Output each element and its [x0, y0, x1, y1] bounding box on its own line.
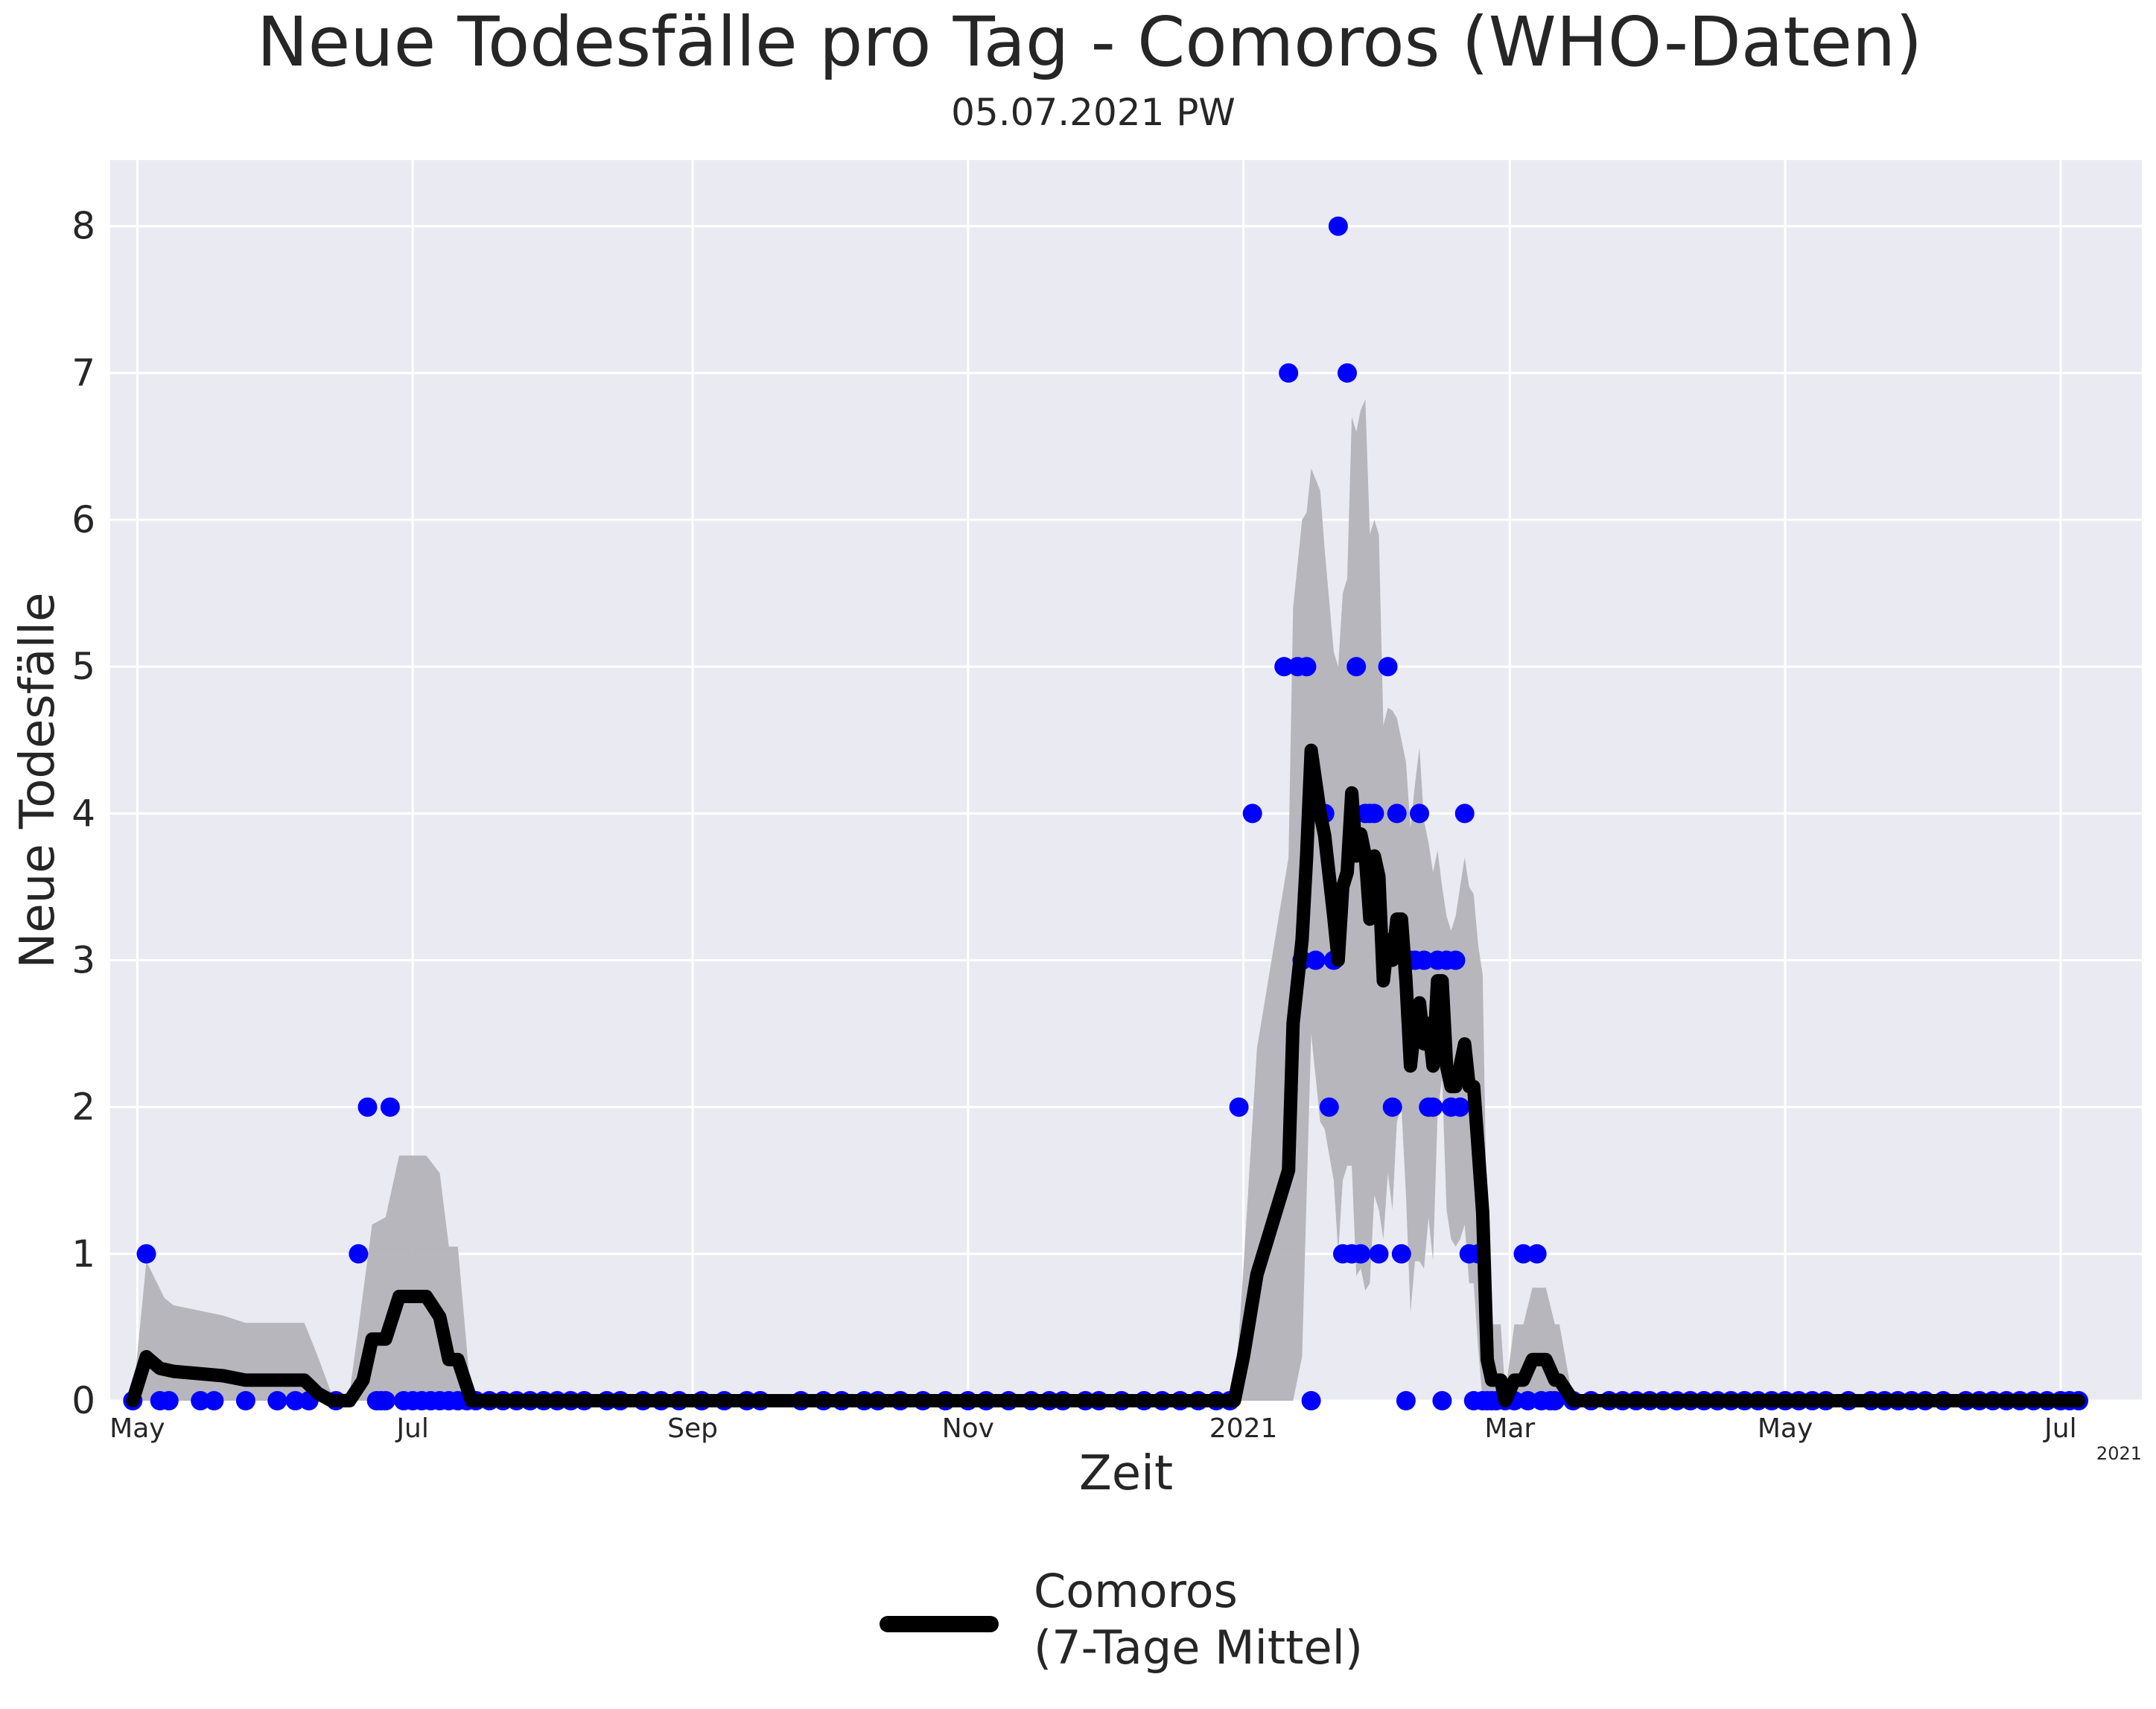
y-tick-label: 6 [71, 498, 95, 541]
x-tick-label: 2021 [1209, 1413, 1278, 1444]
daily-point [1301, 1391, 1321, 1410]
x-tick-label: Sep [667, 1413, 718, 1444]
x-tick-label: Mar [1484, 1413, 1535, 1444]
y-tick-label: 5 [71, 645, 95, 688]
daily-point [1242, 803, 1262, 824]
daily-point [1369, 1244, 1389, 1264]
plot-area [110, 160, 2142, 1401]
seven-day-mean-line-layer [126, 743, 2086, 1407]
y-axis-label: Neue Todesfälle [10, 593, 66, 969]
daily-point [267, 1391, 287, 1410]
daily-point [1545, 1391, 1565, 1410]
daily-point [357, 1097, 378, 1117]
seven-day-mean-line [126, 743, 2086, 1407]
daily-point [136, 1244, 156, 1264]
x-tick-label: Jul [395, 1413, 428, 1444]
daily-point [1527, 1244, 1547, 1264]
daily-point [1378, 657, 1398, 677]
y-tick-label: 8 [71, 205, 95, 248]
legend-label: Comoros (7-Tage Mittel) [1034, 1564, 1363, 1675]
y-tick-label: 3 [71, 939, 95, 982]
daily-point [1306, 950, 1326, 970]
daily-point [375, 1391, 395, 1410]
daily-point [1518, 1391, 1538, 1410]
x-axis-ticks: May Jul Sep Nov 2021 Mar May Jul [109, 1413, 2076, 1444]
daily-point [1274, 657, 1294, 677]
y-tick-label: 1 [71, 1232, 95, 1276]
y-axis-ticks: 0 1 2 3 4 5 6 7 8 [71, 205, 95, 1422]
daily-point [1338, 363, 1357, 383]
daily-point [1229, 1097, 1249, 1117]
x-tick-label: May [1758, 1413, 1813, 1444]
x-tick-label: Nov [942, 1413, 994, 1444]
daily-point [1346, 657, 1367, 677]
legend-label-line: Comoros [1034, 1564, 1238, 1618]
daily-point [380, 1097, 400, 1117]
x-axis-label: Zeit [1079, 1446, 1173, 1501]
legend-label-line: (7-Tage Mittel) [1034, 1620, 1363, 1675]
x-axis-offset-label: 2021 [2096, 1443, 2142, 1464]
daily-point [1297, 657, 1317, 677]
daily-point [1450, 1097, 1470, 1117]
daily-point [349, 1244, 369, 1264]
daily-point [1423, 1097, 1443, 1117]
grid [110, 160, 2142, 1402]
daily-point [1391, 1244, 1411, 1264]
chart-subtitle: 05.07.2021 PW [951, 91, 1236, 134]
daily-point [1513, 1244, 1533, 1264]
y-tick-label: 4 [71, 792, 95, 835]
x-tick-label: May [109, 1413, 165, 1444]
daily-point [1351, 1244, 1371, 1264]
daily-point [204, 1391, 224, 1410]
daily-point [1382, 1097, 1402, 1117]
y-tick-label: 2 [71, 1086, 95, 1129]
daily-point [1319, 1097, 1339, 1117]
daily-point [191, 1391, 211, 1410]
daily-point [1387, 803, 1407, 824]
y-tick-label: 7 [71, 351, 95, 395]
daily-point [1432, 1391, 1452, 1410]
daily-point [159, 1391, 179, 1410]
daily-point [1446, 950, 1466, 970]
daily-point [1454, 803, 1475, 824]
daily-point [1410, 803, 1429, 824]
daily-point [1328, 216, 1348, 236]
x-tick-label: Jul [2043, 1413, 2076, 1444]
daily-point [285, 1391, 305, 1410]
daily-point [1279, 363, 1299, 383]
y-tick-label: 0 [71, 1379, 95, 1422]
daily-point [1396, 1391, 1416, 1410]
daily-point [1414, 950, 1434, 970]
daily-point [1364, 803, 1384, 824]
daily-point [235, 1391, 255, 1410]
chart-title: Neue Todesfälle pro Tag - Comoros (WHO-D… [257, 2, 1922, 82]
legend: Comoros (7-Tage Mittel) [880, 1564, 1363, 1675]
